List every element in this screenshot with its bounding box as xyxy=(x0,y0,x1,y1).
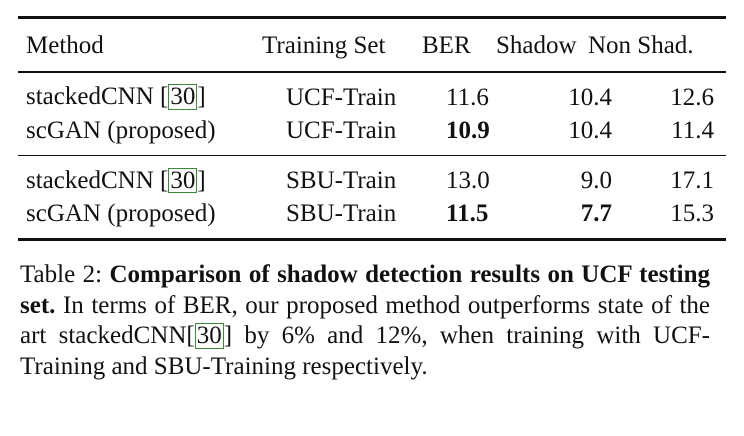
method-name: stackedCNN xyxy=(26,166,160,194)
cell-method: stackedCNN [30] xyxy=(18,156,262,197)
top-rule xyxy=(18,16,726,19)
cite-bracket-open: [ xyxy=(186,322,195,349)
cite-bracket-open: [ xyxy=(160,166,169,194)
results-table-container: Method Training Set BER Shadow Non Shad.… xyxy=(18,16,726,241)
cell-method: stackedCNN [30] xyxy=(18,73,262,114)
cell-ber: 11.6 xyxy=(446,83,489,111)
cell-shadow: 10.4 xyxy=(568,116,612,144)
caption-text-end: by 6% and 12%, when training with UCF-Tr… xyxy=(20,322,710,380)
header-rule xyxy=(18,71,726,73)
header-shadow: Shadow xyxy=(496,31,577,59)
results-table-group-ucf: stackedCNN [30] UCF-Train 11.6 10.4 12.6… xyxy=(18,73,726,155)
caption-title: Comparison of shadow detection results o… xyxy=(20,261,711,319)
cell-ber-best: 10.9 xyxy=(446,116,490,144)
cell-non-shadow: 17.1 xyxy=(670,167,714,194)
cell-shadow: 10.4 xyxy=(568,83,612,111)
group-rule xyxy=(18,154,726,156)
cell-shadow: 9.0 xyxy=(580,167,612,194)
cell-non-shadow: 15.3 xyxy=(670,200,714,227)
results-table: Method Training Set BER Shadow Non Shad. xyxy=(18,19,726,71)
table-row: scGAN (proposed) SBU-Train 11.5 7.7 15.3 xyxy=(18,197,726,238)
citation-link[interactable]: 30 xyxy=(168,166,198,194)
cell-training-set: UCF-Train xyxy=(286,116,397,144)
bottom-rule xyxy=(18,238,726,241)
cell-non-shadow: 12.6 xyxy=(670,83,714,111)
cite-bracket-close: ] xyxy=(223,322,233,349)
table-header-row: Method Training Set BER Shadow Non Shad. xyxy=(18,19,726,71)
results-table-group-sbu: stackedCNN [30] SBU-Train 13.0 9.0 17.1 … xyxy=(18,156,726,238)
table-caption: Table 2: Comparison of shadow detection … xyxy=(20,260,710,382)
table-row: stackedCNN [30] UCF-Train 11.6 10.4 12.6 xyxy=(18,73,726,114)
cite-bracket-close: ] xyxy=(197,166,206,194)
header-training-set: Training Set xyxy=(262,31,386,59)
citation-link[interactable]: 30 xyxy=(168,83,198,111)
cell-training-set: UCF-Train xyxy=(286,83,397,111)
cell-method: scGAN (proposed) xyxy=(26,116,216,144)
cite-bracket-open: [ xyxy=(160,83,169,111)
header-method: Method xyxy=(26,31,104,59)
table-row: stackedCNN [30] SBU-Train 13.0 9.0 17.1 xyxy=(18,156,726,197)
table-row: scGAN (proposed) UCF-Train 10.9 10.4 11.… xyxy=(18,114,726,155)
cell-training-set: SBU-Train xyxy=(286,200,397,227)
method-name: stackedCNN xyxy=(26,83,160,111)
cell-ber: 13.0 xyxy=(446,167,490,194)
cell-ber-best: 11.5 xyxy=(446,200,489,227)
cite-bracket-close: ] xyxy=(197,83,206,111)
caption-label: Table 2: xyxy=(20,261,110,288)
header-non-shadow: Non Shad. xyxy=(588,31,694,59)
cell-method: scGAN (proposed) xyxy=(26,200,216,227)
header-ber: BER xyxy=(422,31,471,59)
caption-text: In terms of BER, our proposed method out… xyxy=(20,291,710,350)
citation-link[interactable]: 30 xyxy=(194,322,224,349)
cell-training-set: SBU-Train xyxy=(286,167,397,194)
cell-non-shadow: 11.4 xyxy=(671,116,714,144)
cell-shadow-best: 7.7 xyxy=(580,200,612,227)
